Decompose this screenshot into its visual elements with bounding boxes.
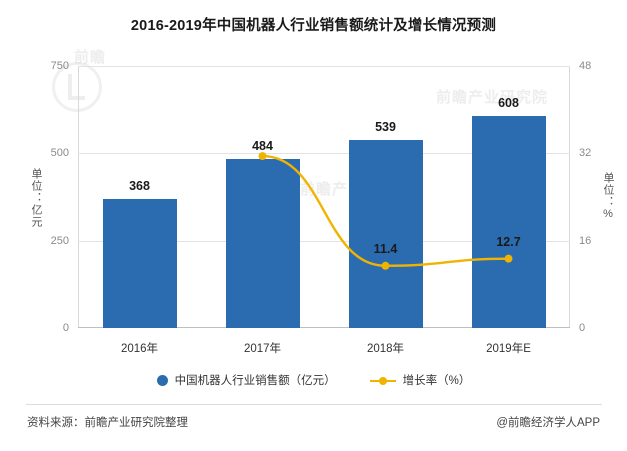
bar-value-label: 484 (252, 138, 273, 153)
legend-dot-icon (156, 374, 168, 386)
gridline (78, 240, 570, 242)
y-tick-right: 48 (579, 60, 592, 72)
line-value-label: 12.7 (496, 234, 521, 249)
chart-legend: 中国机器人行业销售额（亿元） 增长率（%） (0, 372, 627, 388)
bar-value-label: 539 (375, 119, 396, 134)
y-axis-right-line (569, 66, 570, 328)
gridline (78, 153, 570, 155)
x-tick: 2019年E (486, 343, 531, 355)
y-tick-left: 0 (62, 322, 69, 334)
bar[interactable] (471, 115, 546, 328)
line-marker[interactable] (258, 152, 267, 161)
y-tick-left: 500 (50, 147, 69, 160)
line-marker[interactable] (504, 254, 513, 263)
y-tick-right: 16 (579, 234, 592, 247)
legend-item-bar[interactable]: 中国机器人行业销售额（亿元） (156, 372, 336, 388)
chart-title: 2016-2019年中国机器人行业销售额统计及增长情况预测 (130, 18, 497, 34)
legend-item-line[interactable]: 增长率（%） (369, 372, 471, 388)
brand-text: @前瞻经济学人APP (496, 417, 600, 429)
legend-label-bar: 中国机器人行业销售额（亿元） (174, 375, 336, 387)
bar[interactable] (102, 199, 177, 328)
line-series (258, 152, 513, 270)
bar[interactable] (225, 158, 300, 328)
y-axis-label-left: 单位：亿元 (30, 168, 42, 228)
line-value-label: 11.4 (373, 241, 398, 256)
x-tick: 2018年 (366, 343, 405, 355)
y-axis-left-line (78, 66, 79, 328)
plot-area: 0 250 500 750 0 16 32 48 368 484 539 608 11.4 12.7 … (51, 60, 592, 355)
bar-value-label: 608 (498, 95, 519, 110)
y-tick-right: 32 (579, 147, 592, 160)
line-marker[interactable] (381, 261, 390, 270)
x-axis-line (78, 327, 570, 328)
y-tick-left: 250 (50, 234, 69, 247)
x-tick: 2016年 (120, 343, 159, 355)
line-path (262, 154, 509, 267)
watermark-text: 前瞻 (74, 49, 107, 66)
y-tick-left: 750 (50, 60, 69, 72)
gridline (78, 66, 570, 67)
footer-divider (26, 404, 602, 405)
x-tick: 2017年 (243, 343, 282, 355)
y-axis-label-right: 单位：% (602, 172, 614, 221)
y-tick-right: 0 (579, 322, 586, 334)
legend-label-line: 增长率（%） (402, 375, 471, 387)
bar-value-label: 368 (129, 179, 150, 194)
source-text: 资料来源：前瞻产业研究院整理 (27, 417, 188, 429)
bar[interactable] (348, 139, 423, 328)
legend-line-icon (369, 375, 396, 386)
